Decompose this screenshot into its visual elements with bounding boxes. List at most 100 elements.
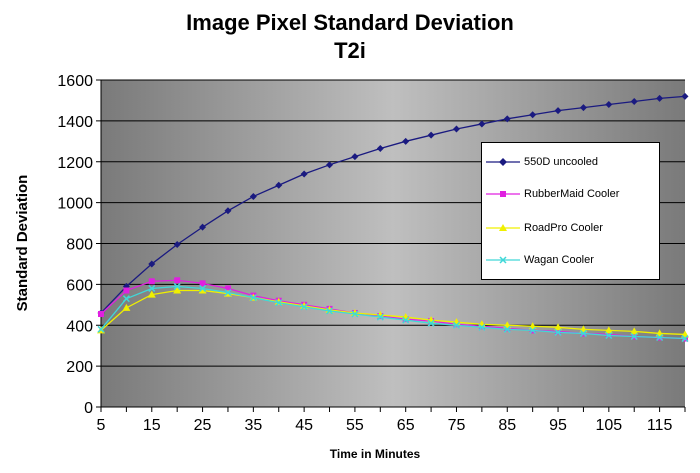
series-line (100, 95, 686, 314)
data-point (579, 329, 587, 337)
data-point (427, 131, 435, 139)
data-point (681, 92, 689, 100)
y-tick-label: 800 (66, 237, 93, 254)
x-tick-label: 55 (346, 417, 364, 434)
data-point (97, 325, 105, 333)
data-point (402, 137, 410, 145)
y-tick-label: 600 (66, 277, 93, 294)
data-point (604, 326, 613, 334)
data-point (325, 307, 334, 315)
y-tick-label: 1600 (57, 73, 93, 90)
data-point (529, 111, 537, 119)
data-point (148, 284, 156, 292)
x-tick-label: 5 (97, 417, 106, 434)
x-tick-label: 95 (549, 417, 567, 434)
x-tick-label: 75 (448, 417, 466, 434)
data-point (503, 325, 511, 333)
y-tick-label: 200 (66, 359, 93, 376)
legend-label: RubberMaid Cooler (524, 188, 620, 200)
data-point (351, 310, 359, 318)
data-point (351, 153, 359, 161)
data-point (199, 223, 207, 231)
data-point (173, 286, 182, 294)
data-point (147, 290, 156, 298)
chart-title: Image Pixel Standard Deviation (186, 10, 514, 35)
series-line (100, 289, 686, 336)
data-point (656, 94, 664, 102)
data-point (554, 328, 562, 336)
legend-marker-x (486, 256, 520, 264)
x-axis-label: Time in Minutes (330, 447, 421, 461)
data-point (376, 313, 384, 321)
data-point (579, 104, 587, 112)
data-point (630, 327, 639, 335)
data-point (503, 115, 511, 123)
legend-item: RubberMaid Cooler (486, 187, 619, 201)
data-point (123, 287, 130, 294)
data-point (148, 278, 155, 285)
y-tick-label: 1200 (57, 155, 93, 172)
legend-item: Wagan Cooler (486, 253, 594, 267)
data-point (452, 125, 460, 133)
legend-label: Wagan Cooler (524, 254, 594, 266)
y-tick-label: 0 (84, 400, 93, 417)
x-tick-label: 15 (143, 417, 161, 434)
y-tick-label: 400 (66, 318, 93, 335)
data-point (275, 299, 283, 307)
legend-label: RoadPro Cooler (524, 222, 603, 234)
data-point (122, 303, 131, 311)
data-point (681, 335, 689, 343)
data-point (199, 284, 207, 292)
data-point (249, 294, 257, 302)
data-point (300, 303, 308, 311)
data-point (224, 207, 232, 215)
data-point (402, 316, 410, 324)
x-tick-label: 45 (295, 417, 313, 434)
x-tick-label: 65 (397, 417, 415, 434)
data-point (249, 192, 257, 200)
data-point (529, 326, 537, 334)
legend: 550D uncooled RubberMaid Cooler RoadPro … (481, 142, 660, 280)
legend-item: 550D uncooled (486, 155, 598, 169)
y-axis-label: Standard Deviation (14, 175, 31, 312)
data-point (656, 333, 664, 342)
data-point (478, 120, 486, 128)
data-point (605, 101, 613, 109)
data-point (452, 321, 461, 329)
data-point (275, 181, 283, 189)
series-line (100, 285, 686, 340)
x-tick-label: 115 (647, 417, 673, 434)
data-point (300, 170, 308, 178)
data-point (224, 285, 231, 292)
data-point (554, 323, 563, 331)
data-point (199, 280, 206, 287)
x-tick-label: 35 (244, 417, 262, 434)
data-point (376, 144, 384, 152)
data-point (326, 161, 334, 169)
data-point (148, 260, 156, 268)
data-point (478, 323, 486, 331)
data-point (98, 311, 104, 318)
x-tick-label: 105 (595, 417, 622, 434)
data-point (224, 289, 232, 297)
data-point (174, 277, 181, 284)
data-point (605, 331, 613, 339)
legend-marker-triangle (486, 224, 520, 231)
data-point (173, 241, 181, 249)
y-tick-label: 1400 (57, 114, 93, 131)
legend-label: 550D uncooled (524, 156, 599, 168)
legend-marker-square (486, 191, 520, 197)
data-point (630, 332, 638, 341)
x-tick-label: 25 (194, 417, 212, 434)
x-tick-label: 85 (498, 417, 516, 434)
chart-subtitle: T2i (334, 38, 366, 63)
y-tick-label: 1000 (57, 196, 93, 213)
series-550d-uncooled (97, 92, 689, 317)
legend-item: RoadPro Cooler (486, 221, 603, 235)
legend-marker-diamond (486, 158, 520, 166)
data-point (554, 107, 562, 115)
data-point (427, 319, 435, 327)
series-wagan-cooler (97, 282, 689, 343)
data-point (173, 282, 181, 290)
data-point (198, 286, 207, 294)
